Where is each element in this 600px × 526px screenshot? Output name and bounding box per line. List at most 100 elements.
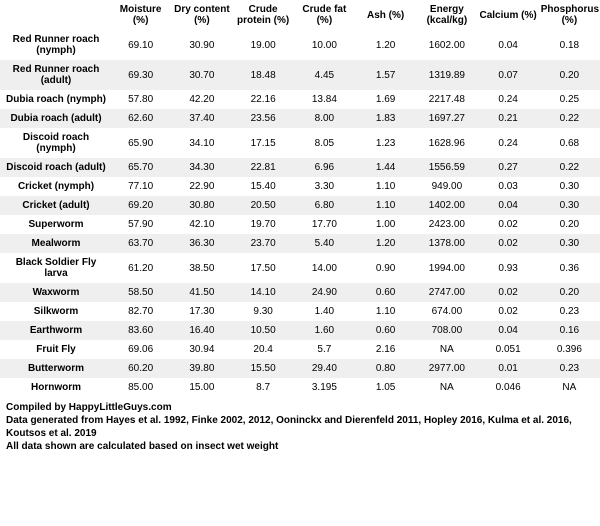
cell-moisture: 69.10 [110,30,171,60]
cell-ash: 1.05 [355,378,416,397]
cell-name: Mealworm [0,234,110,253]
cell-fat: 3.195 [294,378,355,397]
cell-ash: 1.20 [355,234,416,253]
cell-calcium: 0.27 [478,158,539,177]
cell-calcium: 0.02 [478,283,539,302]
cell-phosphorus: 0.30 [539,196,600,215]
cell-name: Silkworm [0,302,110,321]
cell-name: Cricket (adult) [0,196,110,215]
cell-dry: 30.80 [171,196,232,215]
table-row: Silkworm82.7017.309.301.401.10674.000.02… [0,302,600,321]
cell-energy: 1628.96 [416,128,477,158]
cell-ash: 1.00 [355,215,416,234]
cell-ash: 0.80 [355,359,416,378]
cell-phosphorus: 0.20 [539,283,600,302]
cell-energy: 2423.00 [416,215,477,234]
cell-fat: 3.30 [294,177,355,196]
cell-protein: 8.7 [233,378,294,397]
cell-name: Cricket (nymph) [0,177,110,196]
cell-protein: 19.70 [233,215,294,234]
table-body: Red Runner roach (nymph)69.1030.9019.001… [0,30,600,397]
table-row: Earthworm83.6016.4010.501.600.60708.000.… [0,321,600,340]
cell-phosphorus: 0.68 [539,128,600,158]
col-calcium: Calcium (%) [478,0,539,30]
table-row: Waxworm58.5041.5014.1024.900.602747.000.… [0,283,600,302]
cell-fat: 14.00 [294,253,355,283]
cell-dry: 34.10 [171,128,232,158]
cell-protein: 23.56 [233,109,294,128]
cell-protein: 22.16 [233,90,294,109]
cell-fat: 5.7 [294,340,355,359]
cell-energy: 2217.48 [416,90,477,109]
cell-ash: 1.10 [355,302,416,321]
cell-dry: 30.70 [171,60,232,90]
table-row: Butterworm60.2039.8015.5029.400.802977.0… [0,359,600,378]
cell-moisture: 60.20 [110,359,171,378]
col-phosphorus: Phosphorus (%) [539,0,600,30]
cell-name: Dubia roach (nymph) [0,90,110,109]
cell-fat: 8.00 [294,109,355,128]
cell-calcium: 0.046 [478,378,539,397]
cell-name: Red Runner roach (nymph) [0,30,110,60]
cell-moisture: 63.70 [110,234,171,253]
cell-phosphorus: NA [539,378,600,397]
cell-moisture: 65.90 [110,128,171,158]
cell-protein: 18.48 [233,60,294,90]
cell-fat: 6.96 [294,158,355,177]
cell-energy: 1402.00 [416,196,477,215]
cell-calcium: 0.03 [478,177,539,196]
table-row: Cricket (nymph)77.1022.9015.403.301.1094… [0,177,600,196]
footer-note: All data shown are calculated based on i… [6,440,594,453]
cell-protein: 17.50 [233,253,294,283]
cell-fat: 10.00 [294,30,355,60]
footer: Compiled by HappyLittleGuys.com Data gen… [0,397,600,459]
cell-energy: 949.00 [416,177,477,196]
cell-protein: 20.4 [233,340,294,359]
nutrition-table: Moisture (%) Dry content (%) Crude prote… [0,0,600,397]
footer-compiled: Compiled by HappyLittleGuys.com [6,401,594,414]
cell-phosphorus: 0.30 [539,177,600,196]
cell-energy: 1378.00 [416,234,477,253]
cell-name: Dubia roach (adult) [0,109,110,128]
cell-phosphorus: 0.25 [539,90,600,109]
cell-fat: 1.60 [294,321,355,340]
cell-dry: 39.80 [171,359,232,378]
cell-energy: 2977.00 [416,359,477,378]
cell-dry: 37.40 [171,109,232,128]
cell-fat: 17.70 [294,215,355,234]
cell-ash: 1.44 [355,158,416,177]
cell-phosphorus: 0.22 [539,158,600,177]
table-row: Red Runner roach (adult)69.3030.7018.484… [0,60,600,90]
cell-fat: 8.05 [294,128,355,158]
cell-energy: 708.00 [416,321,477,340]
table-row: Black Soldier Fly larva61.2038.5017.5014… [0,253,600,283]
cell-fat: 29.40 [294,359,355,378]
cell-calcium: 0.04 [478,30,539,60]
cell-calcium: 0.24 [478,128,539,158]
cell-phosphorus: 0.18 [539,30,600,60]
cell-phosphorus: 0.16 [539,321,600,340]
cell-name: Earthworm [0,321,110,340]
cell-moisture: 77.10 [110,177,171,196]
cell-phosphorus: 0.36 [539,253,600,283]
col-fat: Crude fat (%) [294,0,355,30]
cell-phosphorus: 0.20 [539,215,600,234]
cell-protein: 15.50 [233,359,294,378]
cell-name: Superworm [0,215,110,234]
cell-phosphorus: 0.23 [539,359,600,378]
cell-calcium: 0.02 [478,234,539,253]
cell-dry: 15.00 [171,378,232,397]
col-ash: Ash (%) [355,0,416,30]
cell-dry: 42.10 [171,215,232,234]
cell-dry: 16.40 [171,321,232,340]
cell-ash: 0.60 [355,283,416,302]
cell-dry: 17.30 [171,302,232,321]
cell-ash: 2.16 [355,340,416,359]
col-moisture: Moisture (%) [110,0,171,30]
cell-protein: 19.00 [233,30,294,60]
col-name [0,0,110,30]
cell-moisture: 57.90 [110,215,171,234]
cell-name: Discoid roach (adult) [0,158,110,177]
cell-calcium: 0.01 [478,359,539,378]
cell-calcium: 0.02 [478,215,539,234]
